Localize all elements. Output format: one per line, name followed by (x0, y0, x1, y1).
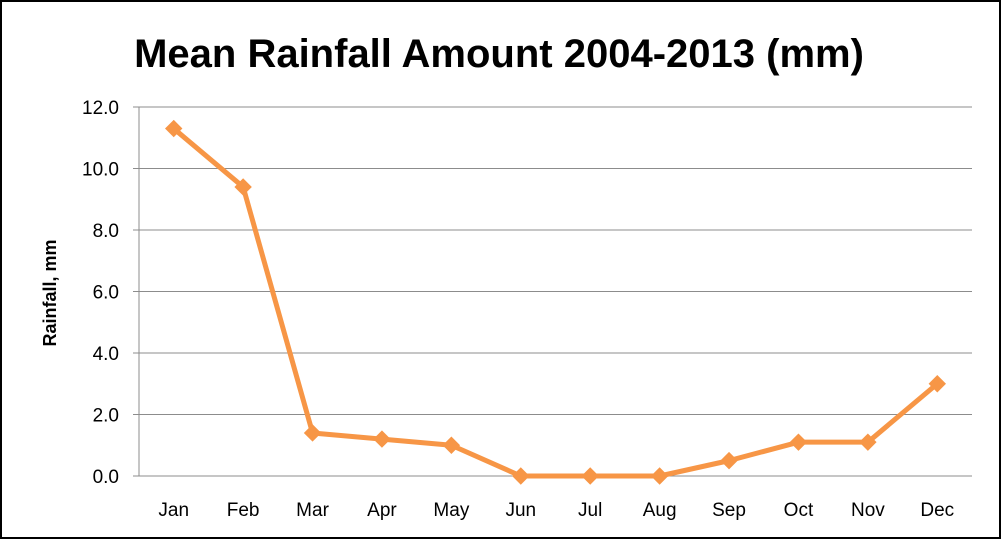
x-tick-label: Nov (851, 500, 885, 521)
x-tick-label: Sep (712, 500, 746, 521)
x-tick-label: Jan (158, 500, 189, 521)
y-tick-label: 2.0 (93, 406, 119, 427)
gridlines (133, 106, 972, 477)
y-axis-ticks: 0.0 2.0 4.0 6.0 8.0 10.0 12.0 (82, 98, 119, 488)
data-point-marker (442, 436, 461, 454)
data-point-marker (303, 424, 322, 442)
data-point-marker (720, 451, 738, 470)
x-tick-label: Oct (784, 500, 814, 521)
y-tick-label: 6.0 (93, 283, 119, 304)
y-tick-label: 0.0 (93, 467, 119, 488)
y-tick-label: 8.0 (93, 221, 119, 242)
series-rainfall (165, 119, 946, 485)
data-point-marker (234, 178, 252, 196)
y-tick-label: 12.0 (82, 98, 119, 119)
series-line (172, 126, 939, 479)
x-tick-label: Jun (505, 500, 536, 521)
data-point-marker (789, 433, 808, 451)
x-tick-label: Jul (578, 500, 602, 521)
data-point-marker (512, 467, 530, 485)
x-tick-label: May (433, 500, 469, 521)
x-tick-label: Mar (296, 500, 329, 521)
y-tick-label: 4.0 (93, 344, 119, 365)
y-tick-label: 10.0 (82, 160, 119, 181)
data-point-marker (581, 467, 599, 485)
x-axis-ticks: Jan Feb Mar Apr May Jun Jul Aug Sep Oct Nov Dec (158, 500, 954, 521)
data-point-marker (859, 433, 877, 451)
x-tick-label: Apr (367, 500, 397, 521)
x-tick-label: Dec (920, 500, 954, 521)
x-tick-label: Feb (227, 500, 260, 521)
x-tick-label: Aug (643, 500, 677, 521)
data-point-marker (165, 119, 183, 138)
chart-title: Mean Rainfall Amount 2004-2013 (mm) (134, 32, 864, 76)
data-point-marker (650, 467, 669, 485)
y-axis-label: Rainfall, mm (40, 239, 60, 346)
data-point-marker (928, 375, 946, 393)
data-point-marker (373, 430, 391, 448)
